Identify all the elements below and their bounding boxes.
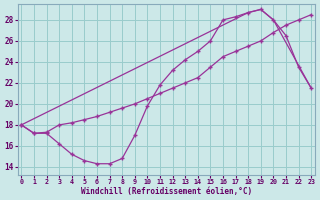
X-axis label: Windchill (Refroidissement éolien,°C): Windchill (Refroidissement éolien,°C) (81, 187, 252, 196)
